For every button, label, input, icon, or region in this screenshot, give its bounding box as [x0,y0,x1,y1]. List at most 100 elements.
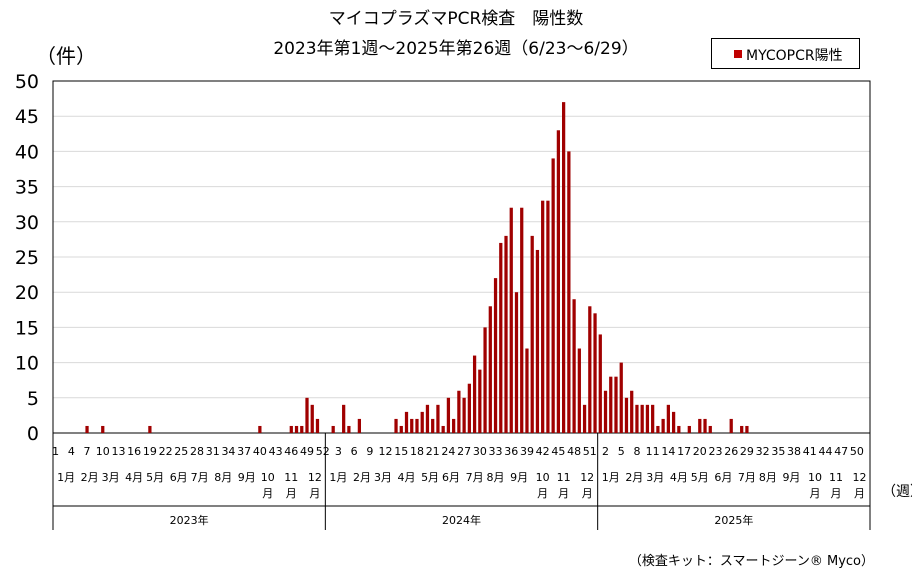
x-tick-label: 45 [551,445,565,458]
bar [729,418,733,433]
x-tick-label: 41 [803,445,817,458]
x-tick-label: 26 [724,445,738,458]
bar [577,348,581,433]
month-label: 月 [558,487,569,500]
x-tick-label: 27 [457,445,471,458]
year-label: 2024年 [442,513,481,527]
month-label: 6月 [170,471,188,484]
y-tick-label: 15 [15,317,39,339]
bar [635,404,639,433]
bar [305,397,309,433]
x-tick-label: 14 [661,445,675,458]
y-tick-label: 40 [15,141,39,163]
bar [310,404,314,433]
x-tick-label: 31 [206,445,220,458]
bar [661,418,665,433]
bar [666,404,670,433]
bar [588,306,592,433]
y-tick-label: 35 [15,177,39,199]
x-tick-label: 49 [300,445,314,458]
x-tick-label: 52 [316,445,330,458]
month-label: 9月 [782,471,800,484]
month-label: 4月 [398,471,416,484]
x-tick-label: 32 [756,445,770,458]
month-label: 10 [536,471,550,484]
month-label: 12 [308,471,322,484]
bar [609,376,613,433]
bar [514,292,519,433]
legend-swatch [734,50,742,58]
bar [572,299,576,433]
bar [687,425,691,433]
month-label: 6月 [442,471,460,484]
bar [745,425,749,433]
x-tick-label: 4 [68,445,75,458]
x-tick-label: 42 [536,445,550,458]
x-tick-label: 43 [269,445,283,458]
x-tick-label: 30 [473,445,487,458]
x-tick-label: 2 [602,445,609,458]
x-tick-label: 24 [441,445,455,458]
x-tick-label: 12 [379,445,393,458]
bar [467,383,471,433]
month-label: 1月 [602,471,620,484]
bar [415,418,419,433]
bar [624,397,629,433]
x-tick-label: 20 [693,445,707,458]
x-tick-label: 34 [221,445,235,458]
bar [525,348,529,433]
bar [562,102,566,434]
bar [614,376,618,433]
x-tick-label: 13 [111,445,125,458]
month-label: 7月 [191,471,209,484]
bar [85,425,89,433]
bar [698,418,702,433]
x-tick-label: 50 [850,445,864,458]
x-tick-label: 16 [127,445,141,458]
x-tick-label: 7 [84,445,91,458]
bar [431,418,435,433]
bar [541,200,545,433]
x-tick-label: 25 [174,445,188,458]
bar [656,425,660,433]
bar [499,242,503,433]
x-tick-label: 3 [335,445,342,458]
bar [530,235,534,433]
month-label: 2月 [625,471,643,484]
month-label: 12 [580,471,594,484]
x-tick-label: 38 [787,445,801,458]
y-tick-label: 20 [15,282,39,304]
y-tick-label: 0 [27,423,39,445]
bar [535,249,540,433]
bar [509,207,513,433]
bar [315,418,320,433]
bar [399,425,403,433]
month-label: 1月 [329,471,347,484]
bar [645,404,650,433]
bar [436,404,440,433]
y-axis-unit-label: （件） [36,44,96,68]
month-label: 3月 [374,471,392,484]
bar [300,425,304,433]
month-label: 12 [853,471,867,484]
month-label: 月 [830,487,841,500]
month-label: 9月 [510,471,528,484]
source-note: （検査キット：スマートジーン® Myco） [628,554,874,569]
month-label: 4月 [670,471,688,484]
month-label: 2月 [81,471,99,484]
chart-subtitle: 2023年第1週〜2025年第26週（6/23〜6/29） [273,39,639,59]
x-tick-label: 21 [426,445,440,458]
x-tick-label: 5 [618,445,625,458]
bar [556,130,561,433]
x-tick-label: 11 [646,445,660,458]
month-label: 3月 [646,471,664,484]
x-tick-label: 6 [351,445,358,458]
x-tick-label: 9 [366,445,373,458]
x-tick-label: 10 [96,445,110,458]
bar [101,425,105,433]
bar [640,404,644,433]
bar [462,397,466,433]
month-label: 月 [854,487,865,500]
bar [342,404,346,433]
